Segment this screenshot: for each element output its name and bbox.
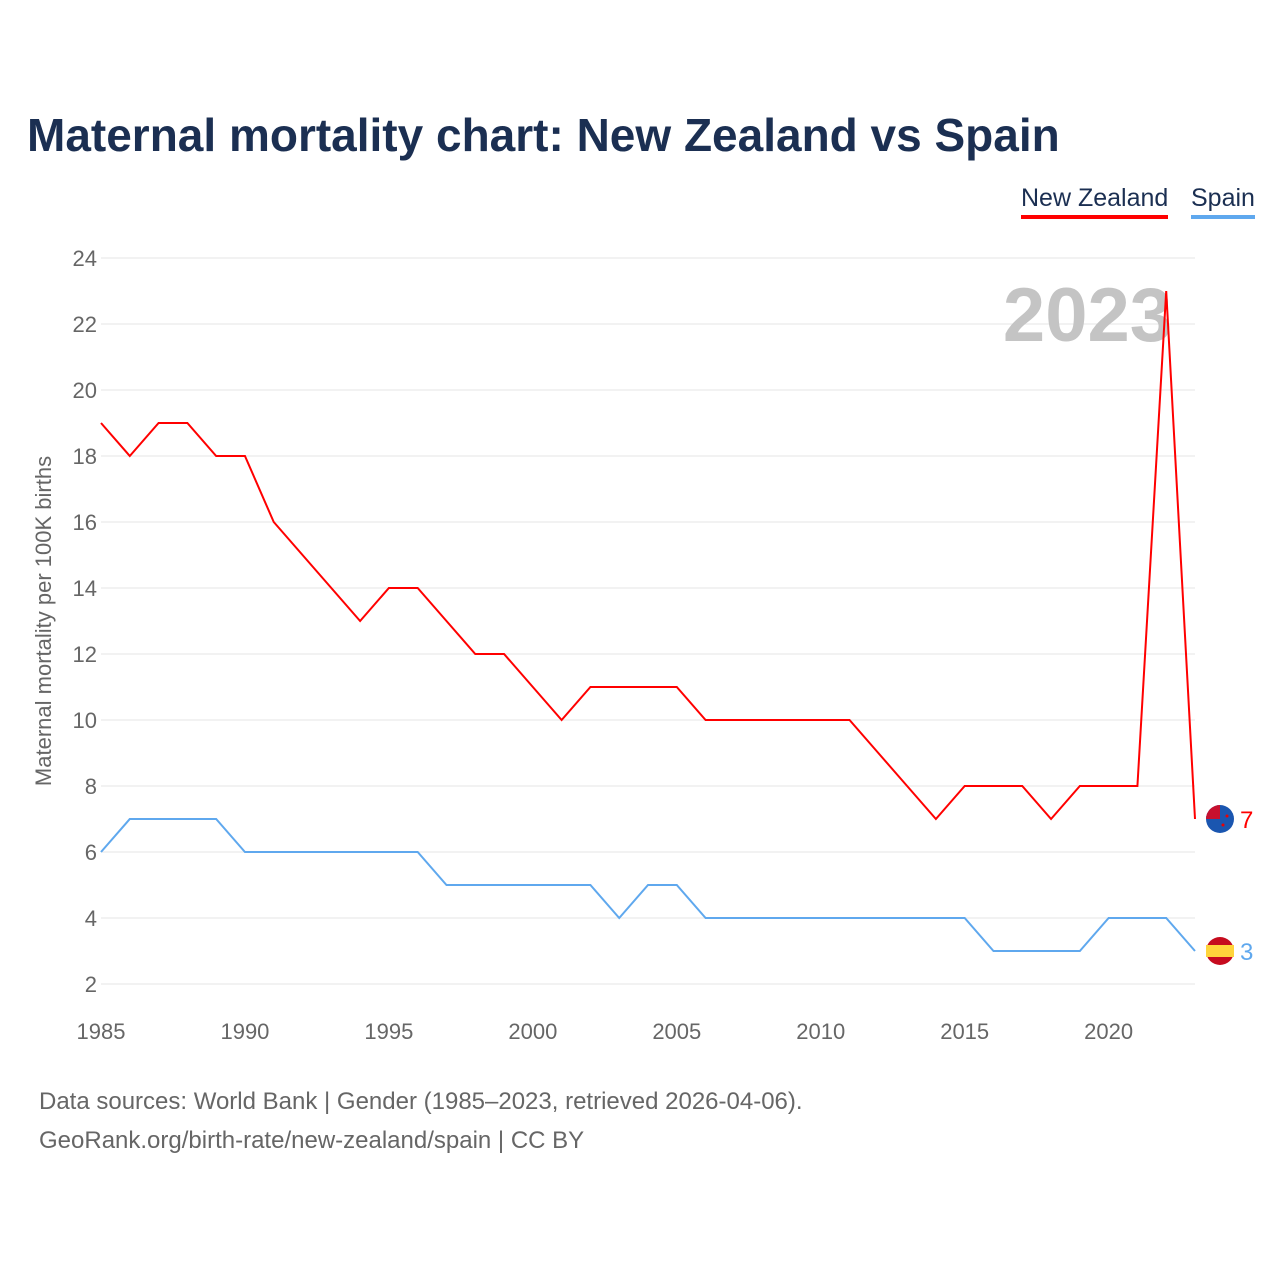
x-tick-label: 2000 — [508, 1019, 557, 1044]
x-tick-label: 1985 — [77, 1019, 126, 1044]
x-tick-label: 1990 — [220, 1019, 269, 1044]
y-tick-label: 6 — [85, 840, 97, 865]
y-tick-label: 20 — [73, 378, 97, 403]
series-line-new-zealand — [100, 290, 1196, 821]
y-tick-label: 10 — [73, 708, 97, 733]
end-value-label: 3 — [1240, 939, 1253, 966]
legend-new-zealand[interactable]: New Zealand — [1021, 184, 1169, 219]
y-tick-label: 2 — [85, 972, 97, 997]
source-link[interactable]: GeoRank.org/birth-rate/new-zealand/spain… — [39, 1127, 585, 1154]
y-tick-label: 14 — [73, 576, 97, 601]
y-tick-label: 22 — [73, 312, 97, 337]
x-tick-label: 2020 — [1084, 1019, 1133, 1044]
y-tick-label: 24 — [73, 246, 97, 271]
x-tick-label: 2005 — [652, 1019, 701, 1044]
source-note: Data sources: World Bank | Gender (1985–… — [39, 1088, 803, 1115]
x-tick-label: 1995 — [364, 1019, 413, 1044]
y-tick-label: 8 — [85, 774, 97, 799]
legend-spain[interactable]: Spain — [1191, 184, 1255, 219]
end-value-label: 7 — [1240, 807, 1253, 834]
y-axis-label: Maternal mortality per 100K births — [31, 456, 56, 786]
new-zealand-flag-icon — [1206, 805, 1234, 833]
y-tick-label: 16 — [73, 510, 97, 535]
year-watermark: 2023 — [1003, 273, 1172, 358]
y-tick-label: 18 — [73, 444, 97, 469]
x-tick-label: 2015 — [940, 1019, 989, 1044]
spain-flag-icon — [1206, 937, 1234, 965]
series-line-spain — [100, 818, 1196, 952]
x-tick-label: 2010 — [796, 1019, 845, 1044]
page-title: Maternal mortality chart: New Zealand vs… — [27, 109, 1060, 161]
y-tick-label: 4 — [85, 906, 97, 931]
y-tick-label: 12 — [73, 642, 97, 667]
